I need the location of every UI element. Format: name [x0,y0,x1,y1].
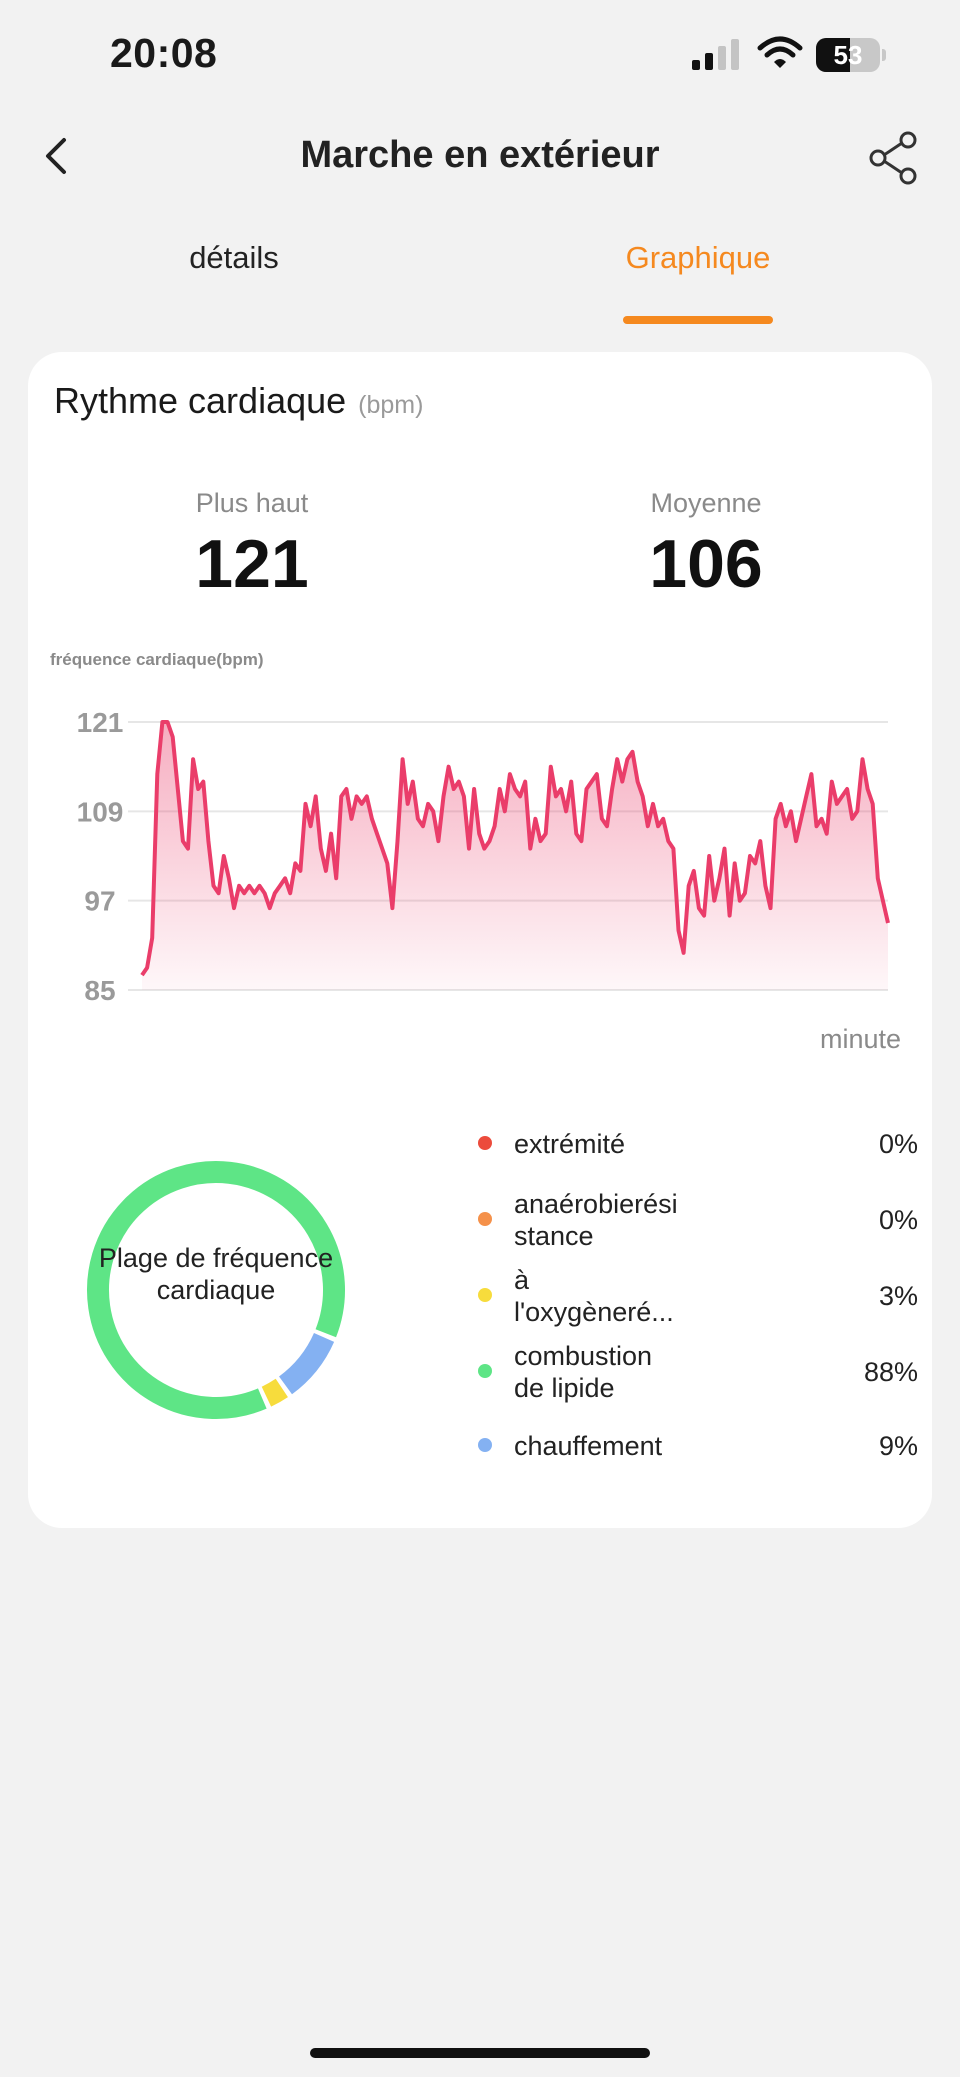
status-time: 20:08 [110,30,218,76]
card-title: Rythme cardiaque (bpm) [54,380,423,422]
legend-percent: 9% [878,1431,918,1461]
status-bar: 20:08 53 [0,0,960,110]
y-tick-label: 109 [77,796,124,827]
nav-bar: Marche en extérieur [0,120,960,200]
stat-average-label: Moyenne [650,488,762,518]
legend-dot [478,1136,492,1150]
legend-dot [478,1212,492,1226]
y-tick-label: 85 [84,975,115,1006]
legend-label: anaérobierési stance [514,1189,678,1251]
stat-highest: Plus haut 121 [102,488,402,603]
page-title: Marche en extérieur [300,134,660,176]
back-arrow-icon[interactable] [30,128,86,184]
y-tick-label: 121 [77,707,124,738]
legend-label: chauffement [514,1431,663,1461]
tab-details[interactable]: détails [189,240,279,275]
legend-dot [478,1364,492,1378]
battery-level: 53 [833,40,863,70]
y-tick-label: 97 [84,886,115,917]
heart-rate-card: Rythme cardiaque (bpm) Plus haut 121 Moye… [28,352,932,1528]
legend-percent: 0% [878,1205,918,1235]
card-unit: (bpm) [358,391,424,419]
stat-highest-value: 121 [195,526,309,602]
legend-percent: 88% [863,1357,918,1387]
chart-caption: fréquence cardiaque(bpm) [50,650,264,669]
card-title-text: Rythme cardiaque [54,380,347,421]
donut-segment [261,1378,288,1407]
stat-highest-label: Plus haut [195,488,309,518]
wifi-icon [757,36,803,68]
legend-label: combustion de lipide [514,1341,653,1403]
donut-segment [278,1332,335,1395]
share-icon[interactable] [864,128,924,188]
battery-fill [816,38,850,72]
home-indicator[interactable] [310,2048,650,2058]
legend-dot [478,1288,492,1302]
legend-dot [478,1438,492,1452]
x-axis-label: minute [820,1024,902,1054]
stat-average: Moyenne 106 [556,488,856,603]
donut-segment [87,1161,345,1419]
donut-center-label: Plage de fréquence cardiaque [98,1243,334,1305]
legend-label: extrémité [514,1129,626,1159]
legend-label: à l'oxygèneré... [514,1265,674,1327]
legend-percent: 3% [878,1281,918,1311]
tab-graphique[interactable]: Graphique [625,240,771,275]
legend-percent: 0% [878,1129,918,1159]
heart-rate-area [142,722,888,990]
heart-rate-line [140,720,890,977]
heart-rate-chart: 85 97 109 121 [77,707,890,1006]
cellular-signal-icon [692,39,739,70]
active-tab-indicator [623,316,773,324]
stat-average-value: 106 [649,526,763,602]
heart-rate-zone-donut [87,1161,345,1419]
tab-bar: détails Graphique [0,230,960,326]
battery-indicator: 53 [816,38,886,72]
